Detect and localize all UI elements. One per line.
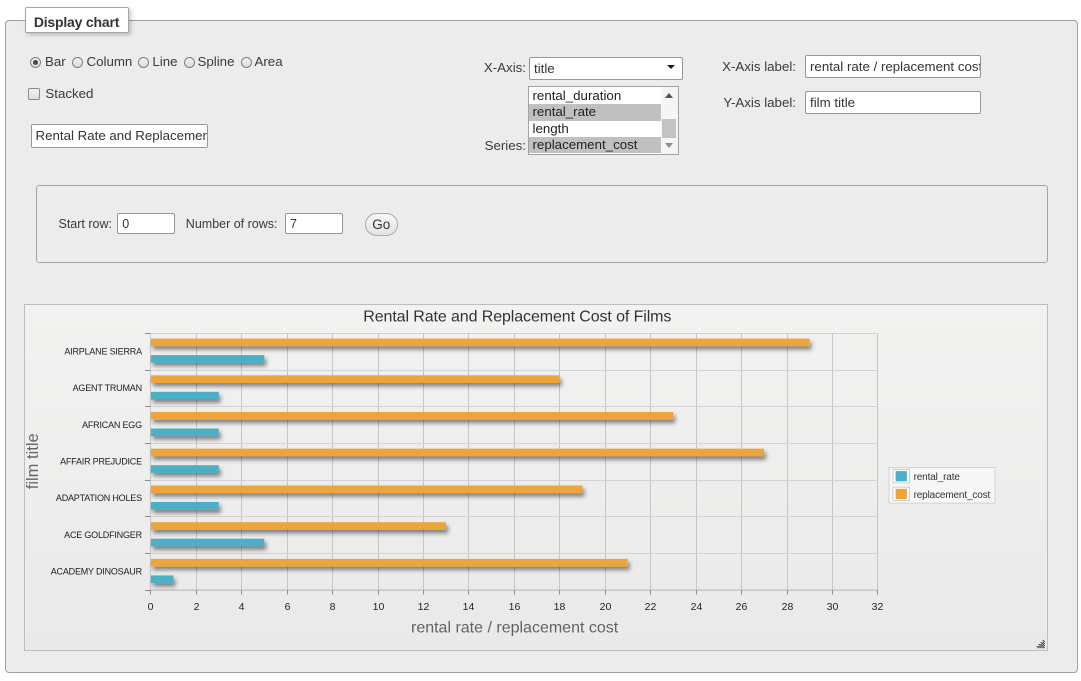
svg-text:2: 2 (194, 601, 200, 613)
svg-text:replacement_cost: replacement_cost (914, 490, 991, 501)
svg-text:AIRPLANE SIERRA: AIRPLANE SIERRA (65, 346, 143, 356)
svg-text:6: 6 (285, 601, 291, 613)
svg-text:AGENT TRUMAN: AGENT TRUMAN (73, 383, 142, 393)
svg-text:AFRICAN EGG: AFRICAN EGG (82, 420, 142, 430)
svg-text:30: 30 (827, 601, 839, 613)
svg-text:film title: film title (25, 433, 42, 489)
svg-text:18: 18 (554, 601, 566, 613)
svg-text:ADAPTATION HOLES: ADAPTATION HOLES (56, 493, 142, 503)
svg-text:20: 20 (600, 601, 612, 613)
svg-text:8: 8 (330, 601, 336, 613)
svg-text:ACADEMY DINOSAUR: ACADEMY DINOSAUR (51, 567, 143, 577)
svg-text:14: 14 (463, 601, 475, 613)
svg-text:26: 26 (736, 601, 748, 613)
svg-text:Rental Rate and Replacement Co: Rental Rate and Replacement Cost of Film… (364, 309, 672, 326)
svg-text:28: 28 (782, 601, 794, 613)
svg-text:24: 24 (691, 601, 703, 613)
svg-text:AFFAIR PREJUDICE: AFFAIR PREJUDICE (60, 457, 142, 467)
svg-text:rental_rate: rental_rate (914, 472, 961, 483)
svg-text:10: 10 (373, 601, 385, 613)
svg-text:16: 16 (509, 601, 521, 613)
svg-text:12: 12 (418, 601, 430, 613)
svg-text:ACE GOLDFINGER: ACE GOLDFINGER (65, 530, 143, 540)
svg-text:22: 22 (645, 601, 657, 613)
svg-text:rental rate / replacement cost: rental rate / replacement cost (411, 619, 619, 636)
svg-text:0: 0 (148, 601, 154, 613)
svg-text:32: 32 (872, 601, 884, 613)
svg-text:4: 4 (239, 601, 245, 613)
